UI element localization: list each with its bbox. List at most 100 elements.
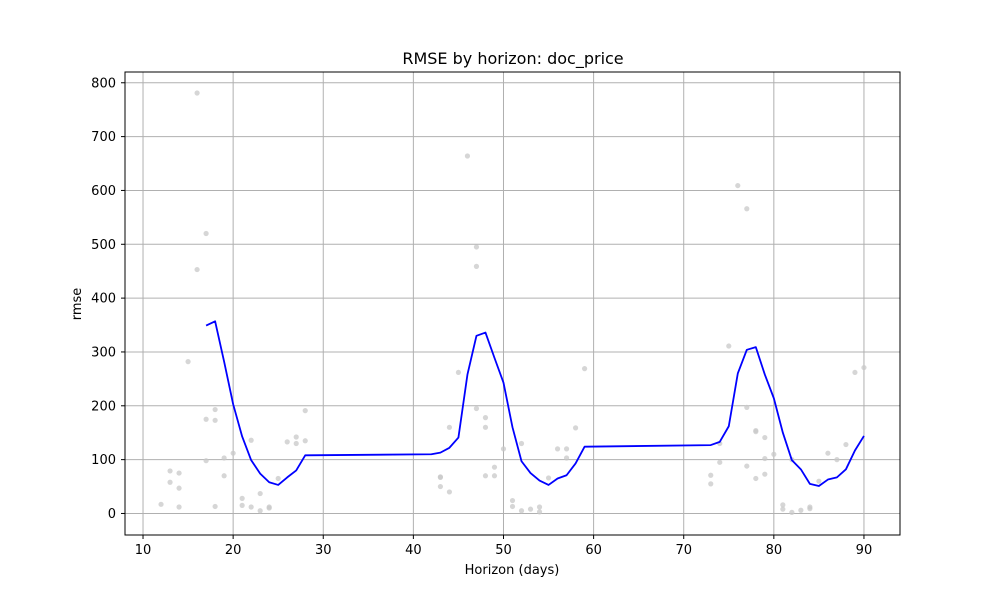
scatter-point — [744, 463, 750, 469]
scatter-point — [203, 416, 209, 422]
scatter-point — [257, 490, 263, 497]
plot-frame — [124, 71, 901, 536]
scatter-point — [482, 424, 489, 430]
scatter-point — [284, 439, 290, 445]
scatter-point — [185, 359, 191, 365]
scatter-point — [176, 504, 182, 510]
grid-layer — [125, 72, 900, 535]
scatter-point — [248, 437, 254, 443]
scatter-point — [798, 507, 804, 513]
scatter-point — [437, 483, 444, 490]
scatter-point — [176, 485, 182, 491]
scatter-point — [744, 404, 750, 411]
scatter-point — [473, 263, 480, 269]
scatter-layer — [158, 90, 867, 515]
scatter-point — [762, 434, 768, 441]
scatter-point — [834, 457, 840, 463]
scatter-point — [780, 506, 786, 512]
scatter-point — [536, 504, 543, 510]
rmse-line — [205, 320, 865, 487]
x-tick-label: 50 — [495, 543, 512, 558]
scatter-point — [744, 206, 750, 212]
scatter-point — [212, 503, 218, 510]
scatter-point — [753, 475, 759, 482]
scatter-point — [509, 503, 516, 510]
scatter-point — [482, 473, 489, 479]
x-axis-label: Horizon (days) — [465, 563, 560, 578]
scatter-point — [816, 478, 822, 484]
scatter-point — [708, 481, 714, 487]
scatter-point — [563, 446, 570, 452]
scatter-point — [302, 438, 308, 444]
x-tick-label: 20 — [225, 543, 242, 558]
scatter-point — [482, 415, 489, 421]
scatter-point — [545, 475, 552, 481]
scatter-point — [446, 424, 453, 430]
y-tick-label: 700 — [91, 130, 116, 145]
scatter-point — [437, 474, 444, 480]
tick-layer: 10 20 30 40 50 60 70 80 90 0 100 200 300 400 500 600 700… — [91, 76, 872, 558]
scatter-point — [275, 475, 281, 482]
y-tick-label: 800 — [91, 76, 116, 91]
x-tick-label: 30 — [315, 543, 332, 558]
scatter-point — [257, 508, 263, 514]
scatter-point — [789, 509, 795, 515]
x-tick-label: 60 — [585, 543, 602, 558]
scatter-point — [455, 369, 462, 376]
scatter-point — [248, 504, 254, 510]
scatter-point — [239, 495, 245, 501]
scatter-point — [780, 502, 786, 508]
scatter-point — [167, 468, 173, 474]
scatter-point — [446, 489, 453, 495]
scatter-point — [239, 502, 245, 508]
y-tick-label: 300 — [91, 345, 116, 360]
x-tick-label: 80 — [766, 543, 783, 558]
scatter-point — [563, 455, 570, 461]
scatter-point — [509, 497, 516, 504]
scatter-point — [708, 472, 714, 478]
scatter-point — [221, 455, 227, 461]
scatter-point — [194, 90, 200, 96]
scatter-point — [762, 471, 768, 477]
scatter-point — [491, 473, 498, 479]
scatter-point — [203, 458, 209, 464]
scatter-point — [176, 470, 182, 476]
scatter-point — [203, 230, 209, 237]
scatter-point — [861, 364, 867, 371]
x-tick-label: 70 — [675, 543, 692, 558]
scatter-point — [852, 369, 858, 376]
scatter-point — [581, 366, 588, 372]
scatter-point — [753, 429, 759, 435]
scatter-point — [726, 343, 732, 349]
scatter-point — [825, 450, 831, 456]
scatter-point — [717, 459, 723, 465]
scatter-point — [762, 455, 768, 462]
scatter-point — [527, 506, 534, 512]
scatter-point — [266, 505, 272, 511]
scatter-point — [158, 501, 164, 507]
y-tick-label: 400 — [91, 292, 116, 307]
y-tick-label: 600 — [91, 184, 116, 199]
scatter-point — [807, 506, 813, 512]
scatter-point — [302, 408, 308, 414]
scatter-point — [771, 451, 777, 457]
scatter-point — [167, 479, 173, 485]
y-axis-label: rmse — [70, 288, 85, 321]
scatter-point — [473, 405, 480, 412]
y-tick-label: 200 — [91, 399, 116, 414]
scatter-point — [518, 508, 525, 514]
scatter-point — [518, 440, 525, 447]
scatter-point — [230, 450, 236, 456]
scatter-point — [735, 182, 741, 189]
scatter-point — [491, 464, 498, 470]
scatter-point — [464, 153, 471, 159]
chart-title: RMSE by horizon: doc_price — [402, 49, 623, 69]
scatter-point — [554, 446, 561, 452]
scatter-point — [293, 440, 299, 447]
scatter-point — [194, 266, 200, 273]
line-layer — [205, 320, 865, 487]
y-tick-label: 0 — [108, 507, 116, 522]
scatter-point — [572, 425, 579, 431]
